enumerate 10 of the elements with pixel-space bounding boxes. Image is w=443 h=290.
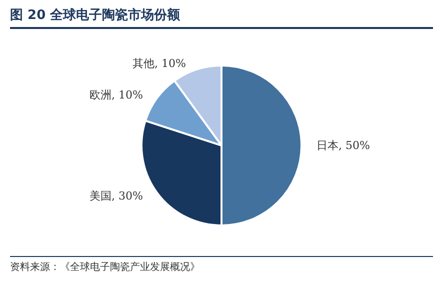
slice-label: 日本	[316, 138, 338, 152]
data-label: , 10%	[154, 57, 186, 70]
slice-label: 其他	[132, 57, 154, 70]
text: 资料来源：《全球电子陶瓷产业发展概况》	[10, 260, 201, 274]
chart-title: 图 20 全球电子陶瓷市场份额	[10, 6, 433, 29]
slice-label: 美国	[89, 189, 112, 202]
slice-label: 欧洲	[89, 88, 112, 102]
data-label: , 10%	[111, 88, 143, 102]
data-label: , 30%	[111, 189, 143, 202]
data-label: , 50%	[338, 138, 370, 152]
